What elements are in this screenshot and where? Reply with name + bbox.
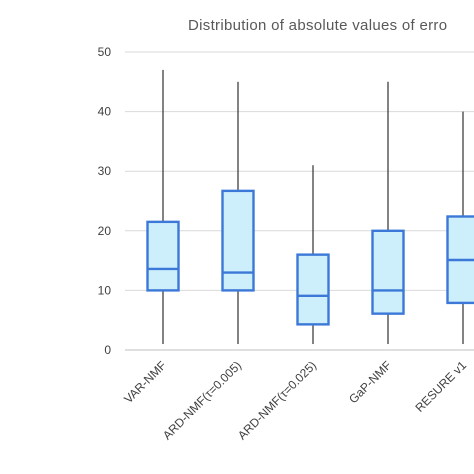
box-0 [146,69,180,345]
category-label: GaP-NMF [346,358,394,406]
category-label: VAR-NMF [121,358,169,406]
interquartile-box [371,229,405,315]
y-axis-tick-labels: 0 10 20 30 40 50 [98,45,112,357]
chart-title: Distribution of absolute values of erro [188,17,447,34]
box-4 [446,111,474,345]
y-tick-label: 20 [98,224,112,238]
y-tick-label: 50 [98,45,112,59]
box-2 [296,165,330,345]
category-label: RESURE v1 [413,358,470,415]
boxes [146,69,474,345]
interquartile-box [146,220,180,292]
interquartile-box [296,253,330,326]
y-tick-label: 40 [98,105,112,119]
box-1 [221,81,255,345]
y-tick-label: 0 [104,343,111,357]
category-label: ARD-NMF(τ=0.025) [235,358,319,442]
category-label: ARD-NMF(τ=0.005) [160,358,244,442]
gridlines [125,51,474,351]
y-tick-label: 10 [98,283,112,297]
interquartile-box [221,189,255,292]
box-3 [371,81,405,345]
y-tick-label: 30 [98,164,112,178]
